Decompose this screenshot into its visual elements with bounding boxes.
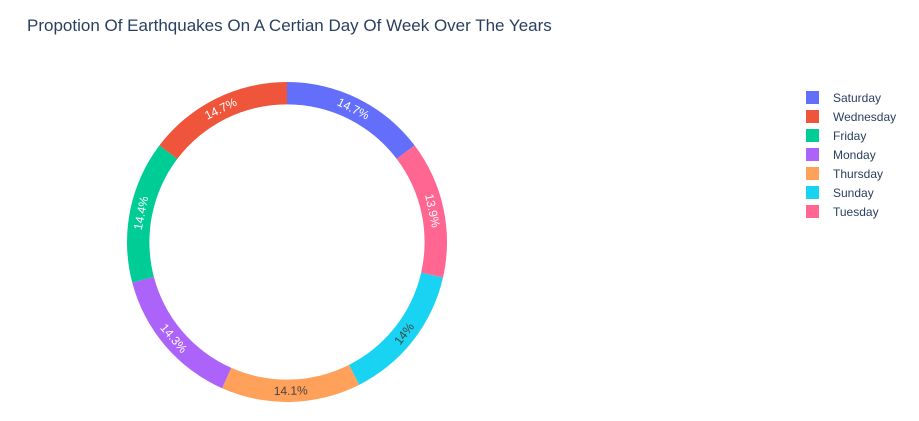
legend-label: Tuesday — [833, 204, 879, 219]
legend-swatch — [806, 167, 819, 180]
legend-item-sunday[interactable]: Sunday — [806, 183, 896, 202]
slice-label-friday: 14.4% — [131, 195, 151, 231]
legend-label: Sunday — [833, 185, 874, 200]
slice-tuesday[interactable] — [396, 145, 447, 278]
legend-item-saturday[interactable]: Saturday — [806, 88, 896, 107]
slice-saturday[interactable] — [287, 82, 415, 159]
legend-item-monday[interactable]: Monday — [806, 145, 896, 164]
slice-wednesday[interactable] — [159, 82, 287, 159]
slice-sunday[interactable] — [349, 272, 443, 385]
slice-friday[interactable] — [127, 145, 178, 283]
legend-swatch — [806, 129, 819, 142]
legend-label: Monday — [833, 147, 876, 162]
legend-label: Thursday — [833, 166, 884, 181]
chart-title: Propotion Of Earthquakes On A Certian Da… — [27, 16, 552, 35]
legend-label: Friday — [833, 128, 867, 143]
legend-label: Saturday — [833, 90, 882, 105]
legend-swatch — [806, 110, 819, 123]
slice-monday[interactable] — [132, 276, 232, 389]
legend-item-wednesday[interactable]: Wednesday — [806, 107, 896, 126]
legend-item-tuesday[interactable]: Tuesday — [806, 202, 896, 221]
legend-swatch — [806, 91, 819, 104]
legend-swatch — [806, 148, 819, 161]
legend-swatch — [806, 205, 819, 218]
legend-swatch — [806, 186, 819, 199]
legend-label: Wednesday — [833, 109, 897, 124]
legend-item-thursday[interactable]: Thursday — [806, 164, 896, 183]
legend: Saturday Wednesday Friday Monday Thursday Sun… — [806, 88, 896, 221]
slice-thursday[interactable] — [222, 364, 360, 402]
legend-item-friday[interactable]: Friday — [806, 126, 896, 145]
slice-label-thursday: 14.1% — [274, 383, 309, 398]
